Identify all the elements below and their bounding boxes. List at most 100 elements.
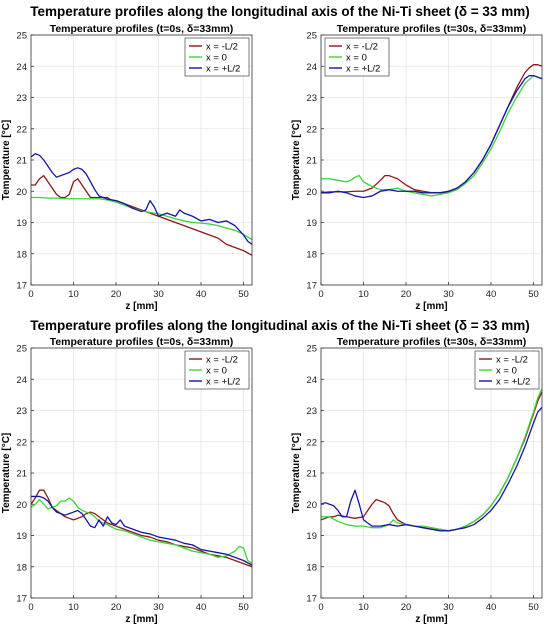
legend-label-1: x = -L/2	[206, 42, 238, 53]
x-tick-label: 40	[486, 602, 497, 613]
legend-label-2: x = 0	[206, 366, 227, 377]
y-tick-label: 17	[306, 281, 317, 292]
plot-frame	[320, 34, 543, 286]
y-tick-label: 23	[306, 406, 317, 417]
x-tick-label: 30	[153, 602, 164, 613]
y-tick-label: 17	[16, 281, 27, 292]
x-tick-label: 20	[401, 289, 412, 300]
y-tick-label: 18	[306, 562, 317, 573]
legend: x = -L/2x = 0x = +L/2	[324, 37, 390, 77]
chart-panel-1: 0 10 20 30 40 50 17 18 19 20 21 22 23 24 25 Temperature…	[1, 23, 253, 312]
y-tick-label: 19	[306, 531, 317, 542]
legend-label-1: x = -L/2	[206, 355, 238, 366]
panel-title: Temperature profiles (t=0s, δ=33mm)	[50, 336, 234, 348]
legend: x = -L/2x = 0x = +L/2	[184, 37, 250, 77]
x-axis-label: z [mm]	[125, 614, 157, 625]
series-line-3	[31, 495, 253, 566]
plot-frame	[320, 347, 543, 599]
y-axis-label: Temperature [°C]	[291, 120, 302, 201]
y-tick-label: 18	[16, 562, 27, 573]
legend: x = -L/2x = 0x = +L/2	[474, 350, 540, 390]
x-axis-label: z [mm]	[415, 614, 447, 625]
y-tick-label: 22	[306, 124, 317, 135]
figure-title-bottom: Temperature profiles along the longitudi…	[30, 318, 529, 333]
y-tick-label: 21	[306, 156, 317, 167]
y-tick-label: 25	[16, 31, 27, 42]
y-tick-label: 23	[16, 406, 27, 417]
legend-label-3: x = +L/2	[206, 377, 240, 388]
x-tick-label: 40	[486, 289, 497, 300]
panel-title: Temperature profiles (t=30s, δ=33mm)	[337, 336, 526, 348]
legend-label-2: x = 0	[346, 53, 367, 64]
panel-title: Temperature profiles (t=30s, δ=33mm)	[337, 23, 526, 35]
series-line-2	[30, 497, 253, 565]
x-tick-label: 0	[28, 602, 33, 613]
y-tick-label: 19	[306, 218, 317, 229]
y-tick-label: 21	[306, 469, 317, 480]
series-line-3	[321, 74, 543, 199]
y-axis-label: Temperature [°C]	[291, 433, 302, 514]
x-tick-label: 20	[111, 289, 122, 300]
x-tick-label: 40	[196, 289, 207, 300]
y-tick-label: 20	[16, 187, 27, 198]
y-tick-label: 17	[306, 594, 317, 605]
x-axis-label: z [mm]	[415, 301, 447, 312]
series-line-3	[320, 406, 543, 532]
y-tick-label: 23	[306, 93, 317, 104]
series-line-3	[30, 153, 253, 245]
legend: x = -L/2x = 0x = +L/2	[184, 350, 250, 390]
y-tick-label: 22	[16, 124, 27, 135]
x-tick-label: 50	[238, 602, 249, 613]
x-tick-label: 10	[68, 289, 79, 300]
x-tick-label: 10	[68, 602, 79, 613]
y-tick-label: 21	[16, 469, 27, 480]
x-tick-label: 50	[238, 289, 249, 300]
x-tick-label: 30	[443, 602, 454, 613]
series-line-2	[321, 388, 543, 532]
legend-label-1: x = -L/2	[496, 355, 528, 366]
y-tick-label: 18	[306, 249, 317, 260]
y-axis-label: Temperature [°C]	[1, 433, 12, 514]
x-axis-label: z [mm]	[125, 301, 157, 312]
plot-frame	[30, 34, 253, 286]
x-tick-label: 20	[111, 602, 122, 613]
x-tick-label: 50	[528, 602, 539, 613]
x-tick-label: 0	[318, 289, 323, 300]
x-tick-label: 10	[358, 602, 369, 613]
y-tick-label: 20	[16, 500, 27, 511]
legend-label-2: x = 0	[206, 53, 227, 64]
y-tick-label: 24	[306, 375, 317, 386]
x-tick-label: 0	[318, 602, 323, 613]
y-tick-label: 24	[16, 375, 27, 386]
y-tick-label: 25	[306, 31, 317, 42]
x-tick-label: 40	[196, 602, 207, 613]
legend-label-3: x = +L/2	[496, 377, 530, 388]
legend-label-1: x = -L/2	[346, 42, 378, 53]
y-tick-label: 17	[16, 594, 27, 605]
y-tick-label: 18	[16, 249, 27, 260]
y-tick-label: 25	[306, 344, 317, 355]
y-tick-label: 25	[16, 344, 27, 355]
panel-title: Temperature profiles (t=0s, δ=33mm)	[50, 23, 234, 35]
legend-label-3: x = +L/2	[206, 64, 240, 75]
chart-panel-4: 0 10 20 30 40 50 17 18 19 20 21 22 23 24 25 Temperature…	[291, 336, 543, 625]
x-tick-label: 30	[153, 289, 164, 300]
chart-panel-3: 0 10 20 30 40 50 17 18 19 20 21 22 23 24 25 Temperature…	[1, 336, 253, 625]
series-line-1	[31, 174, 253, 256]
y-axis-label: Temperature [°C]	[1, 120, 12, 201]
y-tick-label: 22	[306, 437, 317, 448]
chart-panel-2: 0 10 20 30 40 50 17 18 19 20 21 22 23 24 25 Temperature…	[291, 23, 543, 312]
legend-label-2: x = 0	[496, 366, 517, 377]
x-tick-label: 50	[528, 289, 539, 300]
x-tick-label: 20	[401, 602, 412, 613]
y-tick-label: 19	[16, 218, 27, 229]
x-tick-label: 10	[358, 289, 369, 300]
x-tick-label: 30	[443, 289, 454, 300]
y-tick-label: 23	[16, 93, 27, 104]
y-tick-label: 21	[16, 156, 27, 167]
y-tick-label: 20	[306, 500, 317, 511]
y-tick-label: 24	[16, 62, 27, 73]
figure-title-top: Temperature profiles along the longitudi…	[30, 4, 529, 19]
legend-label-3: x = +L/2	[346, 64, 380, 75]
series-line-2	[321, 74, 543, 197]
